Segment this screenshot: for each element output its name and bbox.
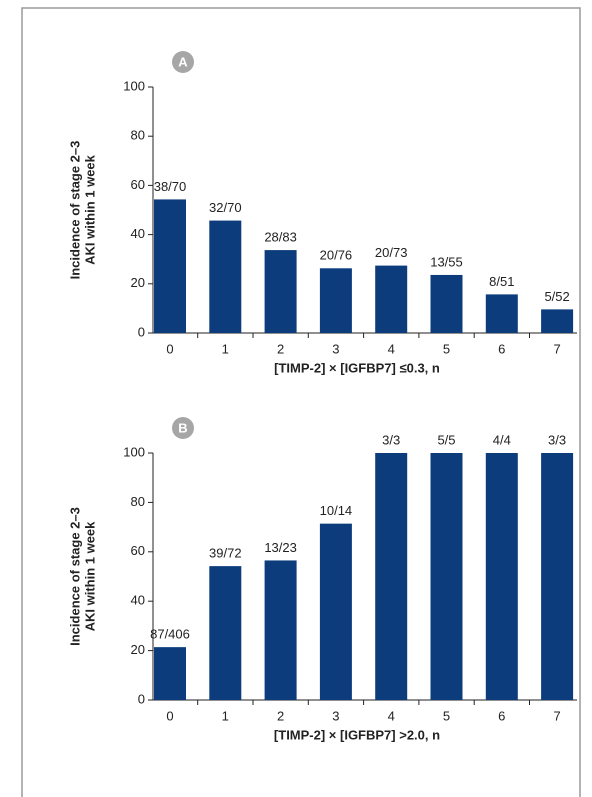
bar <box>154 647 186 700</box>
value-label: 20/73 <box>375 245 408 260</box>
panel-badge <box>172 51 194 73</box>
value-label: 28/83 <box>264 230 297 245</box>
x-tick-label: 1 <box>222 341 229 356</box>
y-tick-label: 100 <box>123 444 145 459</box>
x-axis-label: [TIMP-2] × [IGFBP7] ≤0.3, n <box>274 360 440 375</box>
y-tick-label: 0 <box>138 324 145 339</box>
bar <box>264 250 297 333</box>
bar <box>209 220 242 333</box>
y-axis-label: Incidence of stage 2–3 <box>67 141 82 280</box>
value-label: 5/5 <box>437 432 455 447</box>
bar <box>209 566 242 700</box>
y-tick-label: 20 <box>131 275 145 290</box>
y-axis-label: AKI within 1 week <box>82 521 97 632</box>
value-label: 13/55 <box>430 254 463 269</box>
y-tick-label: 0 <box>138 691 145 706</box>
y-tick-label: 20 <box>131 642 145 657</box>
value-label: 3/3 <box>382 432 400 447</box>
x-tick-label: 2 <box>277 341 284 356</box>
value-label: 39/72 <box>209 546 242 561</box>
frame <box>21 7 581 797</box>
x-tick-label: 0 <box>166 708 173 723</box>
x-tick-label: 2 <box>277 708 284 723</box>
bar <box>541 309 574 333</box>
y-axis-label: Incidence of stage 2–3 <box>67 507 82 646</box>
value-label: 3/3 <box>548 432 566 447</box>
x-tick-label: 7 <box>553 708 560 723</box>
panel-letter: B <box>178 420 187 435</box>
x-tick-label: 3 <box>332 341 339 356</box>
x-tick-label: 3 <box>332 708 339 723</box>
value-label: 5/52 <box>544 289 569 304</box>
value-label: 8/51 <box>489 274 514 289</box>
x-tick-label: 5 <box>443 708 450 723</box>
panel-badge <box>172 417 194 439</box>
value-label: 32/70 <box>209 200 242 215</box>
panel-letter: A <box>178 54 188 69</box>
bar <box>375 453 408 700</box>
bar <box>541 453 574 700</box>
x-tick-label: 5 <box>443 341 450 356</box>
bar <box>485 294 518 333</box>
x-axis-label: [TIMP-2] × [IGFBP7] >2.0, n <box>274 727 440 742</box>
bar <box>154 199 186 333</box>
value-label: 87/406 <box>150 627 190 642</box>
value-label: 20/76 <box>320 248 353 263</box>
y-tick-label: 60 <box>131 543 145 558</box>
y-axis-label: AKI within 1 week <box>82 154 97 265</box>
x-tick-label: 1 <box>222 708 229 723</box>
x-tick-label: 0 <box>166 341 173 356</box>
bar <box>264 560 297 700</box>
y-tick-label: 100 <box>123 78 145 93</box>
x-tick-label: 4 <box>388 341 395 356</box>
bar <box>375 265 408 333</box>
x-tick-label: 6 <box>498 708 505 723</box>
bar <box>430 274 463 333</box>
bar <box>319 523 352 700</box>
y-tick-label: 60 <box>131 177 145 192</box>
value-label: 4/4 <box>493 432 511 447</box>
bar <box>485 453 518 700</box>
value-label: 38/70 <box>154 179 187 194</box>
x-tick-label: 7 <box>553 341 560 356</box>
y-tick-label: 80 <box>131 128 145 143</box>
value-label: 10/14 <box>320 503 353 518</box>
x-tick-label: 6 <box>498 341 505 356</box>
y-tick-label: 80 <box>131 494 145 509</box>
y-tick-label: 40 <box>131 593 145 608</box>
bar <box>319 268 352 333</box>
value-label: 13/23 <box>264 540 297 555</box>
y-tick-label: 40 <box>131 226 145 241</box>
x-tick-label: 4 <box>388 708 395 723</box>
bar <box>430 453 463 700</box>
